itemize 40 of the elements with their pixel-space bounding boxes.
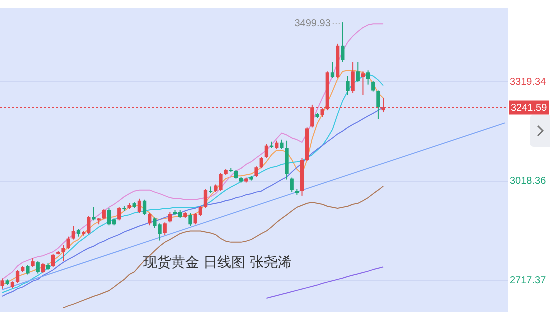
candlestick — [260, 156, 264, 170]
ref-line-label: 3241.59 — [511, 102, 548, 114]
annotation: 3499.93 — [294, 18, 332, 30]
candlestick — [0, 278, 4, 290]
y-tick-label: 3018.36 — [510, 176, 547, 188]
candlestick — [102, 208, 106, 220]
candlestick — [341, 22, 345, 63]
candlestick — [118, 206, 122, 222]
candlestick — [52, 253, 56, 268]
candlestick — [36, 261, 40, 274]
candlestick — [372, 80, 376, 92]
candlestick — [254, 166, 258, 178]
candlestick — [280, 139, 284, 150]
candlestick — [16, 270, 20, 284]
candlestick — [62, 244, 66, 262]
candlestick — [66, 236, 70, 250]
y-tick-label: 2717.37 — [510, 275, 547, 286]
candlestick — [264, 144, 269, 159]
candlestick — [163, 222, 167, 236]
candlestick — [346, 76, 350, 96]
candlestick — [138, 198, 142, 214]
candlestick — [356, 62, 360, 83]
candlestick — [330, 62, 335, 79]
candlestick — [26, 264, 30, 276]
candlestick — [290, 177, 294, 193]
candlestick — [188, 212, 192, 227]
candlestick — [72, 226, 76, 240]
candlestick — [361, 71, 366, 96]
candlestick — [168, 212, 172, 224]
candlestick — [376, 90, 380, 120]
candlestick — [204, 188, 208, 209]
candlestick — [366, 70, 370, 86]
text: 现货黄金 日线图 张尧浠 — [143, 255, 292, 271]
y-tick-label: 3319.34 — [510, 76, 547, 88]
candlestick — [142, 199, 147, 216]
candlestick — [148, 212, 152, 226]
candlestick — [41, 263, 46, 274]
candlestick — [351, 62, 355, 94]
candlestick — [92, 206, 96, 222]
candlestick — [208, 186, 213, 194]
